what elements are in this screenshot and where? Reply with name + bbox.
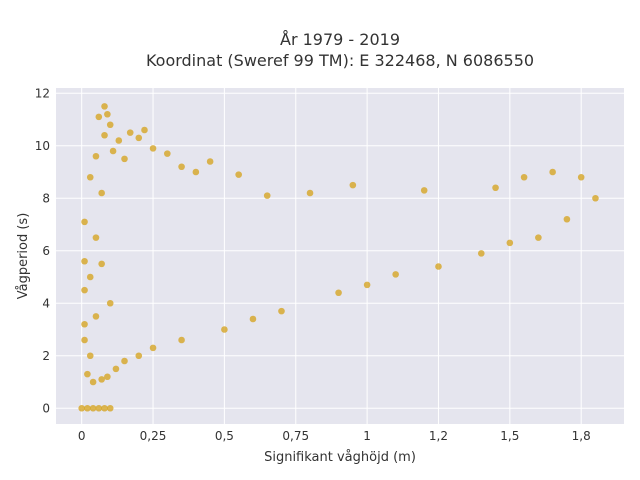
data-point bbox=[506, 239, 514, 247]
data-point bbox=[106, 404, 114, 412]
data-point bbox=[106, 121, 114, 129]
y-tick-label: 10 bbox=[35, 139, 50, 153]
data-point bbox=[86, 273, 94, 281]
data-point bbox=[206, 158, 214, 165]
data-point bbox=[306, 189, 314, 197]
chart-title-line-2: Koordinat (Sweref 99 TM): E 322468, N 60… bbox=[146, 51, 534, 70]
data-point bbox=[84, 370, 91, 378]
data-point bbox=[92, 313, 100, 320]
data-point bbox=[106, 299, 114, 307]
data-point bbox=[249, 315, 257, 323]
x-tick-label: 1,5 bbox=[500, 429, 519, 443]
data-point bbox=[81, 218, 88, 226]
data-point bbox=[121, 357, 128, 365]
data-point bbox=[92, 152, 100, 160]
x-tick-label: 1,2 bbox=[429, 429, 448, 443]
data-point bbox=[141, 126, 148, 134]
data-point bbox=[563, 215, 571, 223]
x-tick-label: 0,75 bbox=[282, 429, 309, 443]
data-point bbox=[235, 171, 242, 178]
data-point bbox=[104, 373, 111, 381]
data-point bbox=[112, 365, 120, 373]
data-point bbox=[89, 404, 97, 412]
data-point bbox=[492, 184, 499, 192]
data-point bbox=[335, 289, 342, 297]
scatter-points bbox=[78, 103, 599, 412]
data-point bbox=[81, 257, 88, 265]
y-tick-label: 0 bbox=[42, 401, 50, 415]
data-point bbox=[164, 150, 171, 157]
data-point bbox=[86, 352, 94, 360]
y-tick-labels: 0 2 4 6 8 10 12 bbox=[35, 86, 50, 415]
data-point bbox=[101, 103, 108, 110]
x-tick-label: 0,5 bbox=[215, 429, 234, 443]
data-point bbox=[178, 163, 185, 171]
data-point bbox=[101, 404, 108, 412]
y-tick-label: 12 bbox=[35, 86, 50, 100]
data-point bbox=[89, 378, 97, 386]
data-point bbox=[477, 250, 485, 257]
y-axis-title: Vågperiod (s) bbox=[16, 213, 31, 300]
data-point bbox=[78, 404, 85, 412]
data-point bbox=[104, 110, 111, 118]
data-point bbox=[98, 376, 105, 383]
data-point bbox=[101, 131, 108, 139]
data-point bbox=[192, 168, 200, 176]
x-tick-label: 0 bbox=[78, 429, 86, 443]
data-point bbox=[520, 173, 528, 181]
y-tick-label: 2 bbox=[42, 349, 50, 363]
data-point bbox=[126, 129, 134, 136]
data-point bbox=[121, 155, 128, 163]
data-point bbox=[592, 194, 599, 202]
data-point bbox=[535, 234, 542, 241]
data-point bbox=[109, 147, 117, 155]
data-point bbox=[349, 181, 357, 189]
data-point bbox=[221, 326, 228, 333]
data-point bbox=[135, 352, 143, 360]
data-point bbox=[263, 192, 271, 199]
x-axis-title: Signifikant våghöjd (m) bbox=[264, 450, 416, 465]
chart-title-line-1: År 1979 - 2019 bbox=[280, 30, 400, 49]
data-point bbox=[98, 189, 105, 197]
grid-lines bbox=[56, 88, 624, 424]
y-tick-label: 6 bbox=[42, 244, 50, 258]
data-point bbox=[135, 134, 143, 142]
data-point bbox=[577, 173, 585, 181]
data-point bbox=[549, 168, 556, 176]
plot-area bbox=[56, 88, 624, 424]
data-point bbox=[149, 145, 157, 152]
data-point bbox=[363, 281, 371, 289]
data-point bbox=[435, 263, 442, 270]
data-point bbox=[420, 187, 428, 194]
data-point bbox=[149, 344, 157, 352]
data-point bbox=[92, 234, 100, 241]
x-tick-label: 0,25 bbox=[140, 429, 167, 443]
data-point bbox=[115, 137, 123, 144]
data-point bbox=[95, 113, 103, 121]
data-point bbox=[98, 260, 105, 268]
data-point bbox=[95, 404, 103, 412]
data-point bbox=[84, 404, 91, 412]
x-tick-label: 1 bbox=[363, 429, 371, 443]
data-point bbox=[81, 286, 88, 294]
data-point bbox=[81, 336, 88, 344]
y-tick-label: 8 bbox=[42, 191, 50, 205]
data-point bbox=[86, 173, 94, 181]
x-tick-label: 1,8 bbox=[572, 429, 591, 443]
data-point bbox=[392, 271, 399, 278]
data-point bbox=[178, 336, 185, 344]
data-point bbox=[278, 307, 285, 315]
data-point bbox=[81, 320, 88, 328]
x-tick-labels: 0 0,25 0,5 0,75 1 1,2 1,5 1,8 bbox=[78, 429, 591, 443]
y-tick-label: 4 bbox=[42, 296, 50, 310]
